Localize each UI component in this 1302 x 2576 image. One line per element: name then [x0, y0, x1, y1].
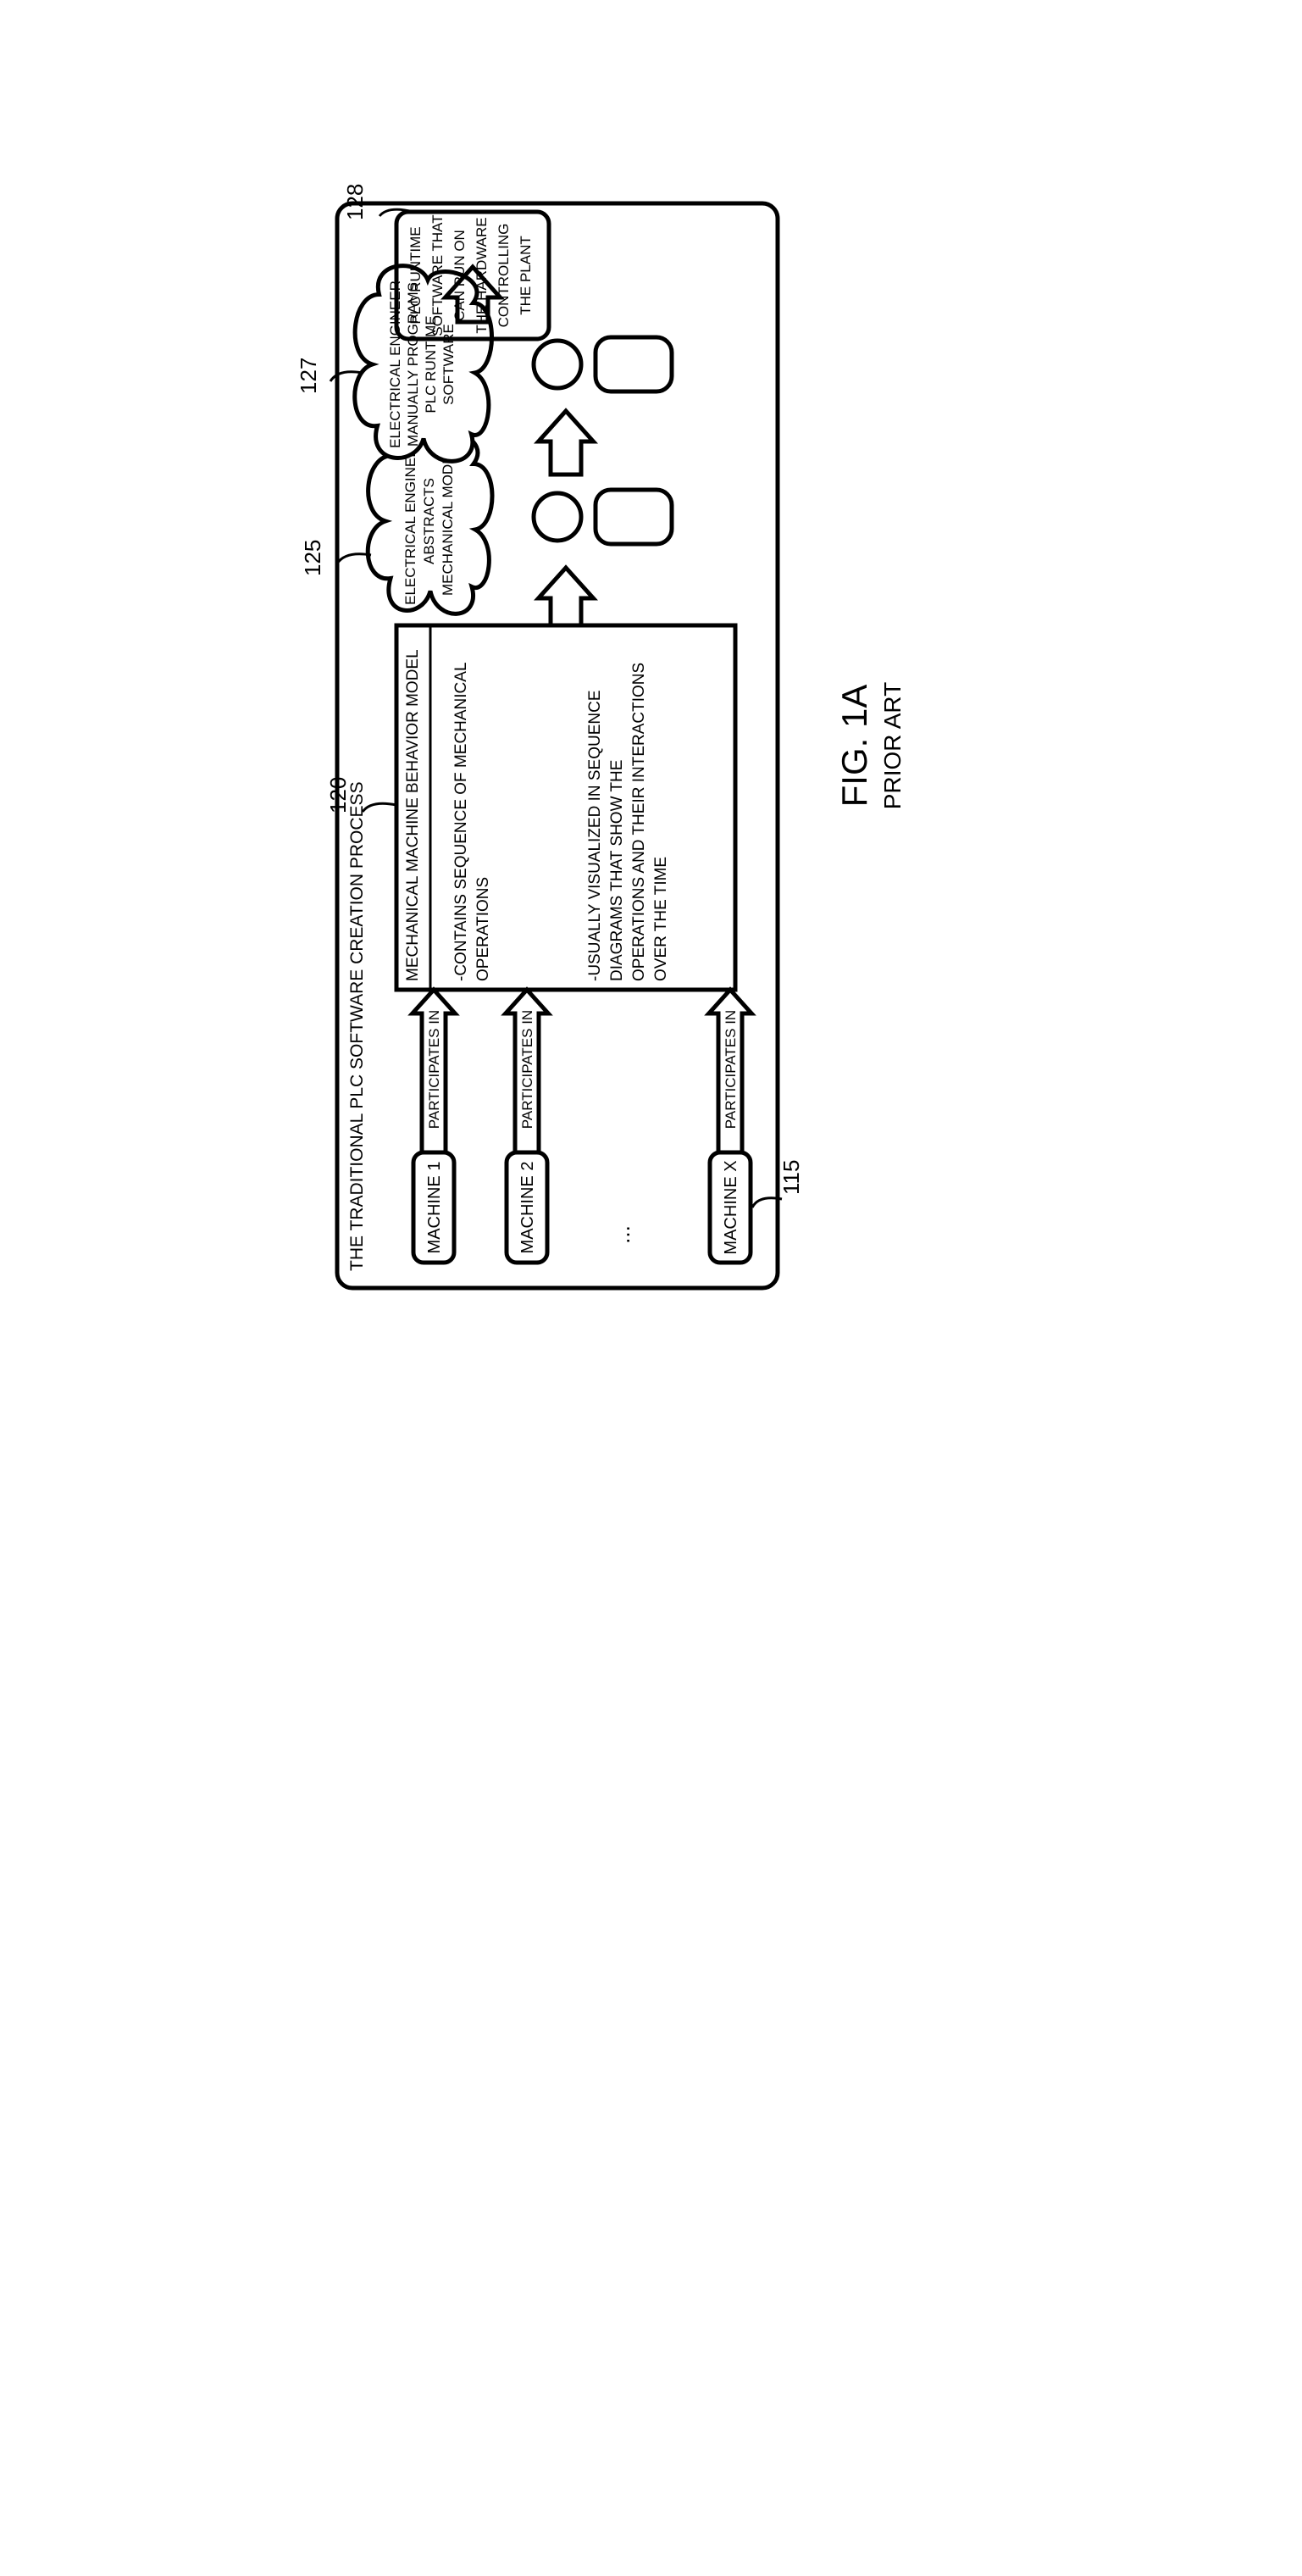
- cloud1-l1: ELECTRICAL ENGINEER: [402, 437, 418, 605]
- ref-115: 115: [778, 1160, 804, 1195]
- process-title: THE TRADITIONAL PLC SOFTWARE CREATION PR…: [347, 781, 367, 1271]
- behavior-bullet1-l2: OPERATIONS: [474, 877, 492, 981]
- ref-128: 128: [342, 184, 368, 220]
- page: THE TRADITIONAL PLC SOFTWARE CREATION PR…: [0, 0, 1302, 2576]
- person2-head-icon: [534, 341, 581, 388]
- person1-body-icon: [596, 490, 672, 544]
- behavior-bullet2-l2: DIAGRAMS THAT SHOW THE: [608, 760, 626, 981]
- figure-caption-sub: PRIOR ART: [879, 682, 906, 809]
- ref-127: 127: [296, 358, 321, 394]
- cloud1-l3: MECHANICAL MODEL: [440, 447, 456, 596]
- behavior-title: MECHANICAL MACHINE BEHAVIOR MODEL: [404, 649, 422, 981]
- output-l5: CONTROLLING: [496, 224, 512, 328]
- behavior-bullet2-l4: OVER THE TIME: [652, 857, 670, 981]
- figure-svg: THE TRADITIONAL PLC SOFTWARE CREATION PR…: [0, 0, 1302, 2576]
- arrow-behavior-to-person1: [539, 568, 594, 625]
- machines-ellipsis: ...: [609, 1225, 634, 1244]
- person-icon-2: [534, 337, 672, 391]
- ref-125: 125: [300, 540, 325, 576]
- output-l6: THE PLANT: [518, 236, 534, 315]
- behavior-model-box: MECHANICAL MACHINE BEHAVIOR MODEL -CONTA…: [396, 625, 735, 990]
- output-l2: SOFTWARE THAT: [429, 214, 446, 336]
- behavior-bullet2-l3: OPERATIONS AND THEIR INTERACTIONS: [630, 663, 648, 981]
- machines-group: MACHINE 1 PARTICIPATES IN MACHINE 2 PARTICI…: [413, 990, 751, 1263]
- person-icon-1: [534, 490, 672, 544]
- ref-120: 120: [325, 777, 351, 813]
- machine-label: MACHINE X: [722, 1160, 740, 1254]
- figure-caption: FIG. 1A: [834, 685, 874, 808]
- arrow-person1-to-person2: [539, 411, 594, 475]
- rotated-diagram: THE TRADITIONAL PLC SOFTWARE CREATION PR…: [296, 184, 906, 1288]
- behavior-rect: [396, 625, 735, 990]
- person2-body-icon: [596, 337, 672, 391]
- output-l1: PLC RUNTIME: [407, 226, 424, 324]
- machine-label: MACHINE 2: [518, 1162, 537, 1254]
- output-l4: THE HARDWARE: [474, 217, 490, 333]
- machine-label: MACHINE 1: [425, 1162, 444, 1254]
- participates-label: PARTICIPATES IN: [519, 1010, 535, 1129]
- ref120-leader: [363, 803, 396, 812]
- output-l3: CAN RUN ON: [452, 230, 468, 321]
- cloud1-l2: ABSTRACTS: [421, 478, 437, 564]
- participates-label: PARTICIPATES IN: [723, 1010, 739, 1129]
- behavior-bullet1-l1: -CONTAINS SEQUENCE OF MECHANICAL: [452, 662, 470, 981]
- ref125-leader: [337, 554, 371, 564]
- person1-head-icon: [534, 493, 581, 541]
- behavior-bullet2-l1: -USUALLY VISUALIZED IN SEQUENCE: [586, 690, 604, 981]
- participates-label: PARTICIPATES IN: [426, 1010, 442, 1129]
